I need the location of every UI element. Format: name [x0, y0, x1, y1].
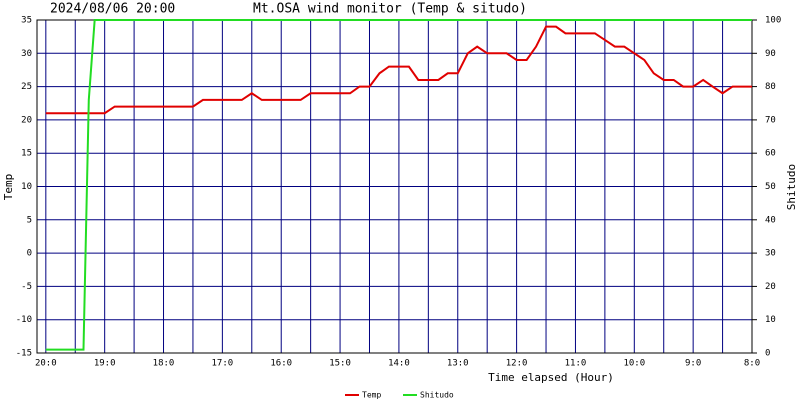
- y-tick-label: 5: [27, 215, 32, 225]
- y2-tick-label: 0: [765, 349, 770, 359]
- y-tick-label: -15: [16, 349, 32, 359]
- legend-label: Shitudo: [420, 391, 454, 400]
- y-tick-label: -10: [16, 315, 32, 325]
- y2-tick-label: 10: [765, 315, 776, 325]
- y-tick-label: 15: [21, 149, 32, 159]
- x-tick-label: 18:0: [153, 359, 175, 369]
- y-axis-label: Temp: [2, 174, 15, 201]
- x-tick-label: 12:0: [506, 359, 528, 369]
- x-tick-label: 13:0: [447, 359, 469, 369]
- y-tick-label: -5: [21, 282, 32, 292]
- x-tick-label: 14:0: [388, 359, 410, 369]
- series-line: [45, 25, 752, 115]
- x-tick-label: 11:0: [565, 359, 587, 369]
- y2-tick-label: 20: [765, 282, 776, 292]
- x-tick-label: 10:0: [623, 359, 645, 369]
- series-line: [45, 19, 752, 351]
- x-tick-label: 16:0: [270, 359, 292, 369]
- y-tick-label: 20: [21, 115, 32, 125]
- x-axis-label: Time elapsed (Hour): [488, 371, 614, 384]
- timestamp: 2024/08/06 20:00: [50, 2, 175, 17]
- y-tick-label: 10: [21, 182, 32, 192]
- y-tick-label: 0: [27, 249, 32, 259]
- y2-tick-label: 30: [765, 249, 776, 259]
- y2-tick-label: 70: [765, 115, 776, 125]
- y-tick-label: 35: [21, 16, 32, 26]
- y2-tick-label: 100: [765, 16, 781, 26]
- x-tick-label: 9:0: [685, 359, 701, 369]
- y2-axis-label: Shitudo: [785, 164, 798, 210]
- y2-tick-label: 50: [765, 182, 776, 192]
- x-tick-label: 20:0: [35, 359, 57, 369]
- x-tick-label: 19:0: [94, 359, 116, 369]
- legend-label: Temp: [362, 391, 381, 400]
- y2-tick-label: 90: [765, 49, 776, 59]
- x-tick-label: 17:0: [212, 359, 234, 369]
- y2-tick-label: 60: [765, 149, 776, 159]
- x-tick-label: 8:0: [744, 359, 760, 369]
- x-tick-label: 15:0: [329, 359, 351, 369]
- y-tick-label: 25: [21, 82, 32, 92]
- y2-tick-label: 40: [765, 215, 776, 225]
- y2-tick-label: 80: [765, 82, 776, 92]
- y-tick-label: 30: [21, 49, 32, 59]
- chart-title: Mt.OSA wind monitor (Temp & situdo): [253, 2, 527, 17]
